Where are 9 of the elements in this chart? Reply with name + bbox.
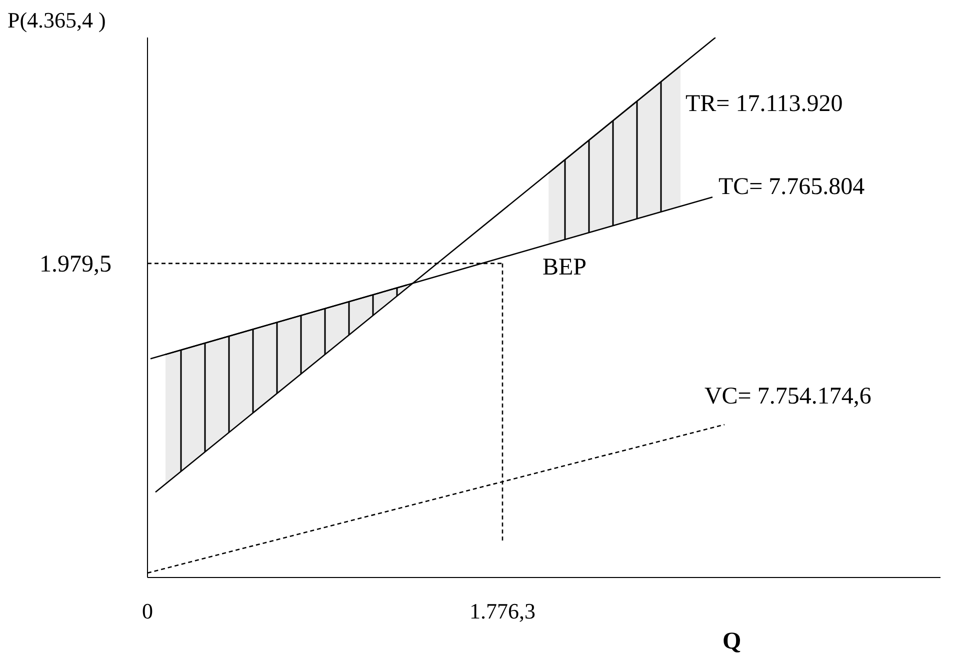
x-tick-label: 1.776,3 [469,598,536,624]
y-axis-title: P(4.365,4 ) [8,8,106,32]
annotation: TC= 7.765.804 [718,174,865,200]
annotation: BEP [542,254,587,280]
x-tick-label: 0 [142,598,153,624]
annotation: TR= 17.113.920 [685,90,843,117]
annotation: VC= 7.754.174,6 [704,384,872,410]
x-axis-title: Q [722,628,742,654]
annotation: 1.979,5 [40,251,112,278]
